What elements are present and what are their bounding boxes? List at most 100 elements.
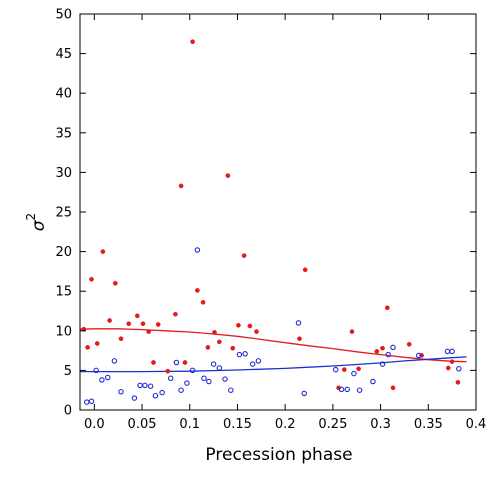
data-point-series-2-27	[242, 351, 248, 357]
data-point-series-2-3	[93, 367, 99, 374]
y-tick-label: 40	[55, 87, 72, 102]
y-tick-label: 15	[55, 285, 72, 300]
data-point-series-1-26	[230, 345, 236, 351]
data-point-series-1-7	[112, 280, 118, 286]
data-point-series-2-34	[344, 386, 350, 393]
data-point-series-2-30	[295, 320, 302, 326]
data-point-series-1-30	[254, 329, 259, 334]
data-point-series-1-25	[225, 173, 231, 178]
data-point-series-2-31	[301, 390, 307, 397]
data-point-series-2-6	[111, 358, 118, 364]
plot-area	[79, 39, 467, 405]
data-point-series-2-44	[456, 366, 462, 372]
x-tick-label: 0.4	[466, 417, 487, 432]
data-point-series-2-43	[449, 348, 455, 355]
data-point-series-1-44	[449, 359, 455, 365]
data-point-series-1-18	[182, 360, 188, 365]
data-point-series-2-10	[142, 382, 148, 389]
data-point-series-1-32	[302, 267, 308, 273]
data-point-series-2-13	[159, 389, 165, 396]
y-tick-label: 0	[64, 404, 72, 419]
y-tick-label: 50	[55, 8, 72, 23]
axes: 0.0 0.05 0.1 0.15 0.2 0.25 0.3 0.35 0.4 0 5 10 15 20 2…	[55, 8, 486, 433]
plot-frame	[79, 13, 477, 411]
data-point-series-1-15	[165, 368, 171, 374]
data-point-series-2-36	[356, 387, 363, 393]
data-point-series-1-24	[216, 339, 222, 345]
data-point-series-2-14	[167, 375, 174, 382]
data-point-series-2-24	[222, 376, 228, 382]
data-point-series-1-13	[151, 360, 156, 365]
data-point-series-2-5	[104, 374, 111, 381]
data-point-series-2-11	[147, 383, 154, 389]
x-tick-label: 0.2	[275, 417, 296, 432]
data-point-series-1-29	[247, 323, 253, 329]
data-point-series-2-18	[189, 367, 196, 374]
data-point-series-2-42	[444, 348, 451, 355]
data-point-series-2-38	[379, 361, 386, 367]
data-point-series-1-5	[100, 249, 106, 254]
data-point-series-1-23	[212, 330, 217, 335]
data-point-series-2-29	[255, 358, 262, 364]
data-point-series-1-8	[118, 336, 124, 342]
x-tick-label: 0.0	[84, 417, 105, 432]
data-point-series-1-17	[178, 183, 184, 189]
data-point-series-1-20	[195, 288, 200, 293]
x-axis-title: Precession phase	[205, 445, 352, 465]
data-point-series-1-21	[200, 299, 206, 305]
data-point-series-2-22	[210, 361, 217, 367]
y-tick-label: 10	[55, 324, 72, 339]
data-point-series-1-14	[155, 322, 161, 327]
y-tick-label: 35	[55, 126, 72, 141]
data-point-series-1-19	[190, 39, 195, 45]
data-point-series-2-28	[249, 361, 256, 367]
y-tick-label: 30	[55, 166, 72, 181]
data-point-series-2-40	[390, 344, 396, 351]
data-point-series-1-45	[455, 379, 461, 385]
data-point-series-2-33	[338, 386, 345, 393]
fit-line-2	[80, 356, 467, 373]
data-point-series-2-32	[332, 366, 339, 373]
data-point-series-2-23	[216, 365, 223, 371]
data-point-series-1-35	[349, 329, 355, 334]
data-point-series-1-4	[94, 341, 100, 346]
y-tick-label: 25	[55, 206, 72, 221]
x-tick-label: 0.1	[179, 417, 200, 432]
y-axis-title-group: σ2	[24, 213, 49, 231]
y-tick-label: 5	[64, 364, 72, 379]
data-point-series-1-31	[297, 336, 302, 342]
data-point-series-1-27	[236, 322, 241, 328]
data-point-series-1-22	[205, 345, 211, 350]
x-tick-label: 0.35	[414, 417, 443, 432]
data-point-series-2-41	[415, 352, 422, 359]
data-point-series-2-8	[131, 395, 138, 401]
x-tick-label: 0.25	[318, 417, 347, 432]
data-point-series-2-25	[228, 387, 234, 393]
data-point-series-2-20	[201, 375, 207, 382]
data-point-series-1-3	[89, 276, 94, 282]
data-point-series-2-39	[385, 351, 391, 358]
data-point-series-2-9	[137, 382, 143, 389]
x-tick-label: 0.15	[223, 417, 252, 432]
data-point-series-1-12	[146, 329, 152, 334]
data-point-series-1-28	[241, 253, 247, 258]
data-point-series-2-35	[351, 370, 357, 377]
data-point-series-1-40	[390, 385, 396, 391]
x-tick-label: 0.05	[128, 417, 157, 432]
y-tick-label: 20	[55, 245, 72, 260]
data-point-series-2-7	[118, 389, 124, 395]
data-point-series-1-34	[341, 367, 347, 372]
data-point-series-1-9	[126, 321, 132, 327]
data-point-series-2-26	[236, 351, 243, 358]
data-point-series-2-21	[206, 378, 212, 385]
y-axis-title: σ2	[24, 213, 49, 231]
data-point-series-1-43	[445, 365, 451, 371]
data-point-series-1-38	[380, 345, 385, 351]
data-point-series-1-1	[81, 326, 87, 332]
data-point-series-1-2	[85, 345, 90, 350]
data-point-series-1-39	[384, 305, 390, 311]
data-point-series-2-12	[152, 392, 159, 399]
y-axis-title-symbol: σ	[29, 219, 49, 231]
data-point-series-1-36	[356, 366, 361, 372]
